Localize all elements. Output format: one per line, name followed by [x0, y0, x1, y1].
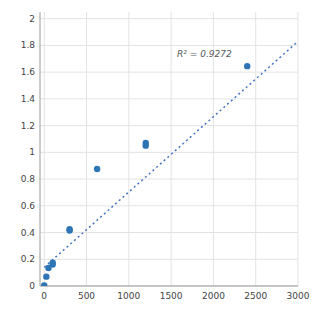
grid-line-y	[40, 152, 298, 153]
scatter-point	[49, 259, 55, 265]
grid-line-x	[128, 12, 129, 286]
y-tick-label: 1.6	[21, 67, 36, 77]
y-tick-label: 0	[29, 281, 35, 291]
grid-line-y	[40, 259, 298, 260]
annotation: R² = 0.9272	[177, 49, 232, 59]
x-tick-label: 1500	[160, 291, 183, 301]
tick-labels: 0 500 1000 1500 2000 2500 3000 0 0.2 0.4 0.6 0.8 1 1.…	[21, 14, 310, 301]
scatter-point	[244, 63, 250, 69]
x-tick-label: 1000	[117, 291, 140, 301]
scatter-point	[41, 282, 47, 286]
grid-line-y	[40, 45, 298, 46]
y-tick-label: 0.8	[21, 174, 36, 184]
x-tick-label: 3000	[287, 291, 310, 301]
grid-line-y	[40, 125, 298, 126]
grid-line-y	[40, 98, 298, 99]
x-axis-line	[40, 286, 298, 287]
grid-line-x	[298, 12, 299, 286]
grid-line-x	[255, 12, 256, 286]
chart: 0 500 1000 1500 2000 2500 3000 0 0.2 0.4 0.6 0.8 1 1.…	[0, 0, 312, 312]
y-tick-label: 1.4	[21, 94, 36, 104]
scatter-point	[66, 226, 72, 232]
grid-line-x	[171, 12, 172, 286]
grid-line-y	[40, 18, 298, 19]
grid-line-y	[40, 232, 298, 233]
x-tick-label: 2000	[202, 291, 225, 301]
y-tick-label: 1.8	[21, 40, 36, 50]
y-tick-label: 0.2	[21, 254, 35, 264]
x-tick-label: 500	[78, 291, 95, 301]
grid-line-y	[40, 205, 298, 206]
y-tick-label: 0.6	[21, 201, 36, 211]
scatter-point	[143, 140, 149, 146]
grid-line-x	[44, 12, 45, 286]
scatter-point	[43, 273, 49, 279]
grid-line-y	[40, 179, 298, 180]
scatter-point	[94, 166, 100, 172]
y-tick-label: 0.4	[21, 228, 36, 238]
grid-line-y	[40, 72, 298, 73]
trendline	[44, 41, 298, 267]
y-tick-label: 1.2	[21, 121, 35, 131]
y-tick-label: 2	[29, 14, 35, 24]
grid	[40, 12, 298, 286]
grid-line-y	[40, 286, 298, 287]
x-tick-label: 2500	[244, 291, 267, 301]
marks	[41, 41, 298, 286]
y-axis-line	[40, 12, 41, 286]
y-tick-label: 1	[29, 147, 35, 157]
x-tick-label: 0	[41, 291, 47, 301]
grid-line-x	[86, 12, 87, 286]
